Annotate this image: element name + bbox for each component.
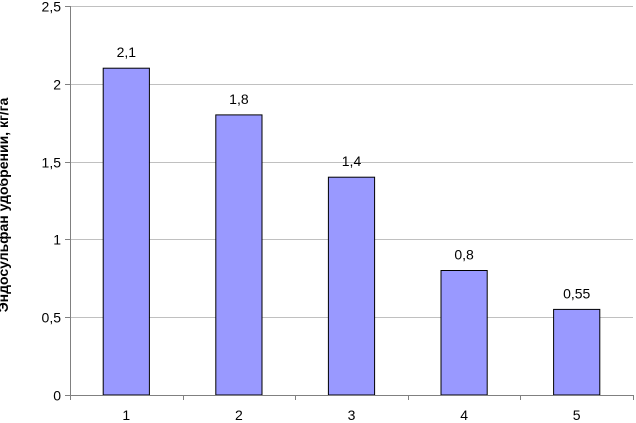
- gridlines: [70, 6, 633, 318]
- y-axis-title: Эндосульфан удобрений, кг/га: [0, 97, 11, 312]
- x-tick-label: 5: [573, 407, 581, 423]
- y-tick-label: 0,5: [42, 310, 62, 326]
- y-tick-label: 2: [53, 77, 61, 93]
- x-tick-label: 1: [122, 407, 130, 423]
- y-tick-label: 0: [53, 388, 61, 404]
- bar-value-label: 1,8: [229, 91, 249, 107]
- bar-value-label: 0,8: [454, 247, 474, 263]
- bars: [102, 67, 601, 396]
- y-tick-label: 2,5: [42, 0, 62, 15]
- bar: [327, 176, 376, 396]
- bar: [553, 308, 601, 396]
- bar-value-label: 0,55: [563, 285, 590, 301]
- y-tick-label: 1,5: [42, 155, 62, 171]
- bar: [215, 114, 263, 396]
- axes: 0 0,5 1 1,5 2 2,5 1 2 3 4 5: [42, 0, 634, 423]
- y-tick-label: 1: [53, 232, 61, 248]
- data-labels: 2,1 1,8 1,4 0,8 0,55: [117, 44, 591, 301]
- bar: [440, 270, 488, 396]
- bar-value-label: 2,1: [117, 44, 137, 60]
- x-tick-label: 2: [235, 407, 243, 423]
- bar: [102, 67, 150, 396]
- x-tick-label: 4: [460, 407, 468, 423]
- bar-value-label: 1,4: [342, 153, 362, 169]
- x-tick-label: 3: [348, 407, 356, 423]
